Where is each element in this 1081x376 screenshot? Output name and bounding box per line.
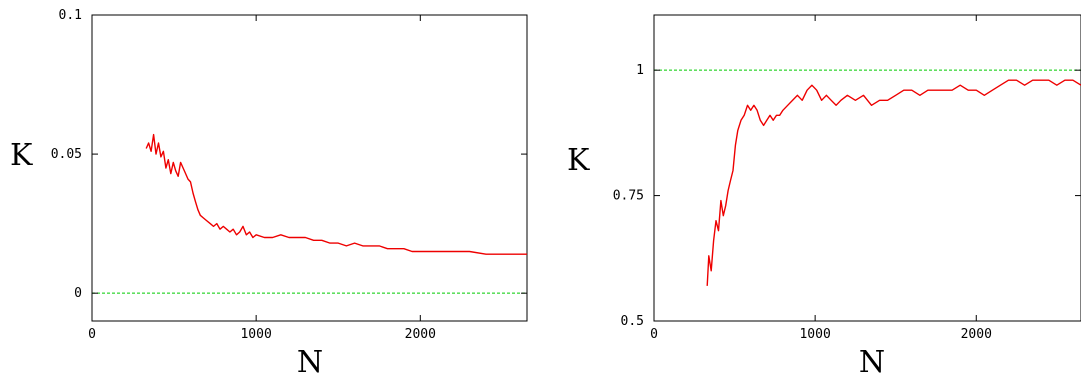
y-axis-label-right: K [567,143,590,178]
plot-frame-left [91,14,528,322]
series-line-left [145,133,527,255]
series-line-right [706,79,1081,286]
y-tick-label: 1 [636,63,644,78]
x-tick-label: 1000 [799,327,830,342]
y-tick-label: 0 [74,286,82,301]
chart-left: 0 1000 2000 0 0.05 0.1 K N [10,8,528,376]
y-tick-label: 0.05 [51,147,82,162]
ticks-left: 0 1000 2000 0 0.05 0.1 [51,8,527,342]
x-tick-label: 2000 [405,327,436,342]
plot-frame-right [653,14,1081,322]
y-axis-label-left: K [10,138,33,173]
x-axis-label-right: N [859,345,885,376]
x-tick-label: 1000 [240,327,271,342]
y-tick-label: 0.75 [613,189,644,204]
y-tick-label: 0.5 [621,314,644,329]
x-axis-label-left: N [297,345,323,376]
x-tick-label: 0 [650,327,658,342]
x-tick-label: 2000 [961,327,992,342]
ticks-right: 0 1000 2000 0.5 0.75 1 [613,15,1081,342]
x-tick-label: 0 [88,327,96,342]
chart-right: 0 1000 2000 0.5 0.75 1 K N [567,14,1081,376]
y-tick-label: 0.1 [59,8,82,23]
